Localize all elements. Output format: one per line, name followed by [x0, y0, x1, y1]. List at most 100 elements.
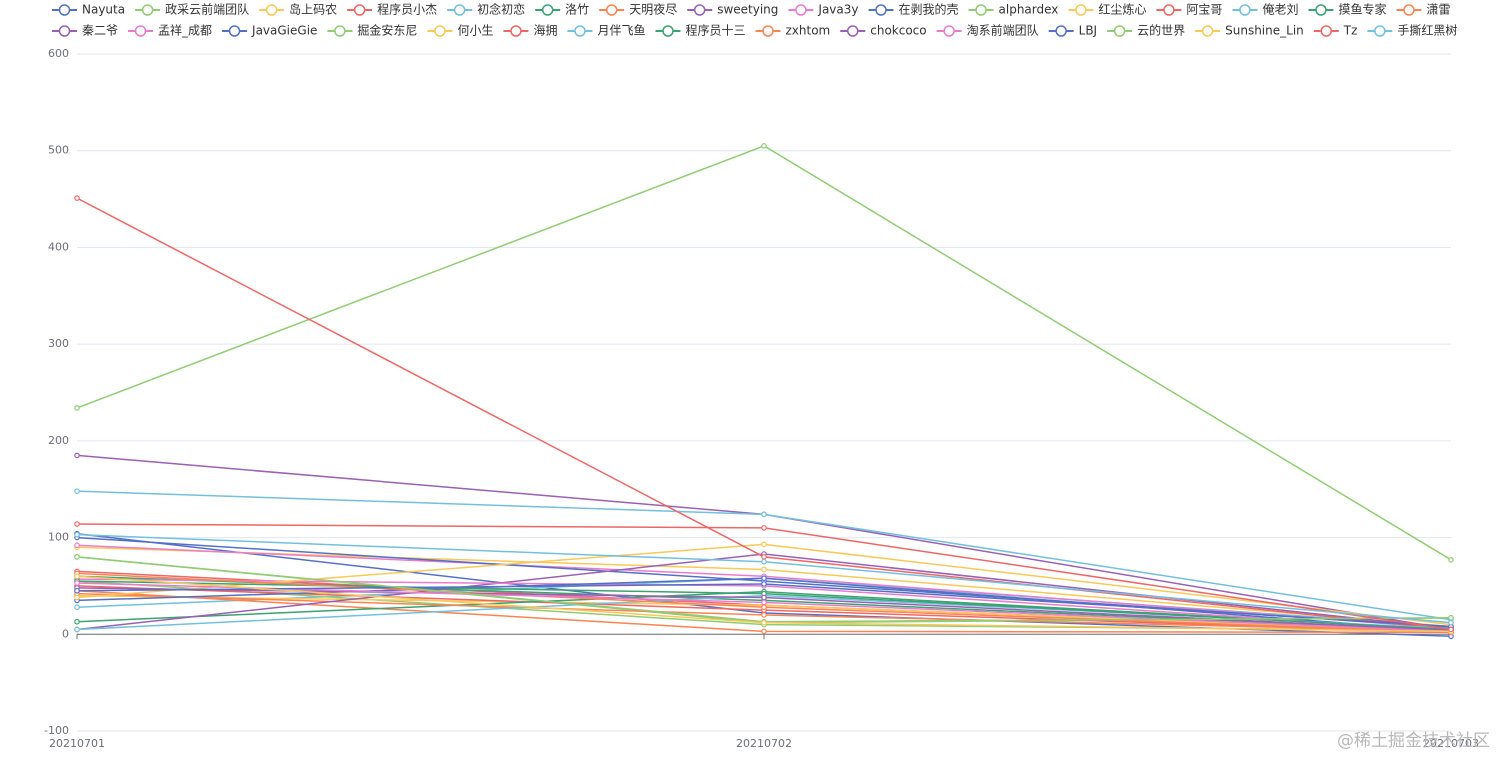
data-point — [761, 604, 767, 611]
legend-label: Java3y — [817, 3, 858, 17]
data-point — [74, 580, 80, 586]
data-point — [74, 573, 80, 580]
data-point — [761, 599, 767, 606]
legend-item[interactable]: 潇雷 — [1396, 3, 1450, 17]
legend-marker — [1201, 25, 1214, 37]
legend-item[interactable]: 摸鱼专家 — [1308, 2, 1386, 17]
legend-item[interactable]: 俺老刘 — [1232, 3, 1298, 17]
legend-item[interactable]: sweetying — [687, 3, 778, 17]
data-point — [74, 452, 80, 459]
legend-item[interactable]: 阿宝哥 — [1156, 3, 1222, 17]
legend-item[interactable]: 秦二爷 — [52, 24, 118, 38]
y-tick-label: 0 — [62, 627, 69, 640]
legend-marker — [1403, 4, 1415, 16]
legend-marker — [141, 4, 154, 16]
data-point — [761, 581, 767, 587]
data-point — [761, 558, 767, 565]
x-tick-label: 20210702 — [736, 737, 792, 750]
legend-label: 程序员小杰 — [377, 2, 437, 17]
y-tick-label: 500 — [48, 144, 69, 157]
legend-item[interactable]: Tz — [1313, 24, 1358, 38]
legend-marker — [943, 25, 955, 37]
legend-label: 秦二爷 — [82, 24, 118, 38]
legend-item[interactable]: 孟祥_成都 — [128, 24, 212, 38]
x-tick-label: 20210701 — [49, 737, 105, 750]
legend-item[interactable]: 淘系前端团队 — [936, 23, 1039, 38]
data-point — [1448, 615, 1454, 621]
legend-marker — [795, 4, 807, 16]
legend-label: 手撕红黑树 — [1397, 23, 1457, 38]
data-point — [74, 195, 80, 201]
data-point — [761, 594, 767, 601]
legend-marker — [58, 4, 71, 16]
y-tick-label: 400 — [48, 240, 69, 253]
legend-item[interactable]: Nayuta — [52, 3, 125, 17]
legend-item[interactable]: 洛竹 — [535, 2, 589, 17]
legend-item[interactable]: JavaGieGie — [222, 24, 317, 38]
legend-item[interactable]: zxhtom — [755, 24, 831, 38]
legend-item[interactable]: 在剥我的壳 — [868, 2, 959, 17]
legend-label: 岛上码农 — [289, 2, 337, 17]
data-point — [761, 541, 767, 548]
legend-item[interactable]: 政采云前端团队 — [135, 2, 249, 17]
legend-label: alphardex — [999, 3, 1059, 17]
data-point — [74, 594, 80, 601]
legend-label: JavaGieGie — [251, 24, 317, 38]
legend-item[interactable]: 手撕红黑树 — [1367, 23, 1457, 38]
legend-marker — [605, 4, 618, 16]
data-point — [74, 626, 80, 633]
legend-label: 淘系前端团队 — [967, 23, 1039, 38]
data-point — [761, 143, 767, 149]
legend-item[interactable]: Java3y — [788, 3, 859, 17]
legend-marker — [1055, 25, 1067, 37]
data-point — [74, 554, 80, 560]
y-tick-label: 600 — [48, 47, 69, 60]
data-point — [1448, 619, 1454, 626]
watermark: @稀土掘金技术社区 — [1337, 731, 1490, 751]
legend-label: 程序员十三 — [685, 23, 745, 38]
legend-marker — [1075, 4, 1087, 16]
data-point — [761, 525, 767, 531]
legend-item[interactable]: 云的世界 — [1107, 23, 1185, 38]
legend-label: zxhtom — [786, 24, 831, 38]
data-point — [761, 566, 767, 573]
legend-label: 天明夜尽 — [629, 2, 677, 17]
data-point — [74, 488, 80, 494]
legend-label: sweetying — [717, 3, 778, 17]
legend-marker — [875, 4, 887, 16]
x-tick-label: 20210703 — [1423, 737, 1479, 750]
legend-marker — [1163, 4, 1175, 16]
legend-item[interactable]: 程序员小杰 — [347, 2, 437, 17]
legend-label: 在剥我的壳 — [899, 2, 959, 17]
legend-marker — [847, 25, 859, 37]
legend-marker — [134, 25, 147, 37]
legend-item[interactable]: alphardex — [968, 3, 1059, 17]
legend-item[interactable]: 掘金安东尼 — [327, 23, 417, 38]
legend-item[interactable]: 月伴飞鱼 — [567, 24, 645, 38]
legend-item[interactable]: 程序员十三 — [655, 23, 746, 38]
legend-item[interactable]: 红尘炼心 — [1068, 2, 1146, 17]
legend-label: Tz — [1343, 24, 1358, 38]
legend-label: 云的世界 — [1137, 23, 1185, 38]
legend-item[interactable]: 岛上码农 — [259, 2, 337, 17]
data-point — [761, 628, 767, 635]
legend-label: 红尘炼心 — [1098, 2, 1146, 17]
legend-item[interactable]: 何小生 — [427, 24, 493, 38]
legend-item[interactable]: 天明夜尽 — [599, 2, 677, 17]
legend-label: 海拥 — [533, 23, 557, 38]
legend-label: 政采云前端团队 — [165, 2, 249, 17]
legend-item[interactable]: 初念初恋 — [447, 2, 525, 17]
data-point — [74, 618, 80, 625]
legend-label: Sunshine_Lin — [1225, 24, 1304, 38]
legend-marker — [1374, 25, 1386, 37]
legend-item[interactable]: LBJ — [1048, 24, 1097, 38]
legend-item[interactable]: chokcoco — [840, 24, 927, 38]
data-point — [761, 619, 767, 626]
legend-item[interactable]: 海拥 — [503, 23, 557, 38]
legend-marker — [1113, 25, 1126, 37]
legend-marker — [510, 25, 522, 37]
legend-item[interactable]: Sunshine_Lin — [1195, 24, 1304, 38]
data-point — [74, 531, 80, 538]
